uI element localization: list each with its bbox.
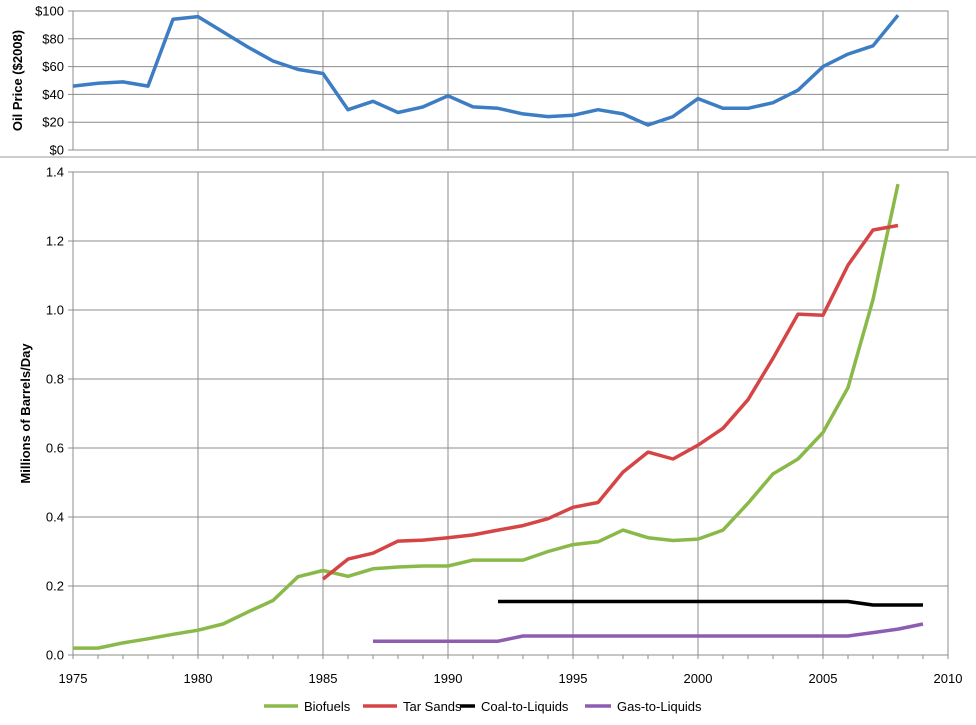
price-ylabel: Oil Price ($2008) [10, 30, 25, 131]
xtick-label: 2005 [809, 671, 838, 686]
series-line-coal-to-liquids [498, 599, 923, 607]
legend-label-gas-to-liquids: Gas-to-Liquids [617, 699, 702, 714]
legend: Biofuels Tar Sands Coal-to-Liquids Gas-to-L… [264, 699, 702, 714]
legend-label-coal-to-liquids: Coal-to-Liquids [481, 699, 569, 714]
xtick-label: 1990 [434, 671, 463, 686]
price-ytick-label: $60 [42, 59, 64, 74]
series-line-gas-to-liquids [373, 622, 924, 643]
xtick-label: 1980 [184, 671, 213, 686]
xtick-label: 1985 [309, 671, 338, 686]
xtick-label: 1995 [559, 671, 588, 686]
production-ytick-label: 0.8 [46, 372, 64, 387]
series-line-biofuels [73, 183, 900, 650]
production-ytick-label: 0.0 [46, 648, 64, 663]
production-ytick-label: 0.6 [46, 441, 64, 456]
production-ytick-label: 1.2 [46, 234, 64, 249]
production-ytick-label: 1.4 [46, 165, 64, 180]
oil-price-panel: $0 $20 $40 $60 $80 $100 Oil Price ($2008) [10, 4, 949, 158]
production-ytick-label: 1.0 [46, 303, 64, 318]
production-ytick-label: 0.4 [46, 510, 64, 525]
price-ytick-label: $80 [42, 31, 64, 46]
legend-label-biofuels: Biofuels [304, 699, 351, 714]
production-ytick-label: 0.2 [46, 579, 64, 594]
series-line-oil-price [72, 14, 900, 127]
price-ytick-label: $100 [35, 4, 64, 19]
xtick-label: 1975 [59, 671, 88, 686]
production-panel: 0.0 0.2 0.4 0.6 0.8 1.0 1.2 1.4 1975 1980 1985 1990… [18, 165, 962, 687]
xtick-label: 2000 [684, 671, 713, 686]
series-line-tar-sands [321, 223, 899, 581]
xtick-label: 2010 [934, 671, 963, 686]
legend-label-tar-sands: Tar Sands [403, 699, 462, 714]
price-ytick-label: $0 [50, 143, 64, 158]
production-ylabel: Millions of Barrels/Day [18, 343, 33, 484]
price-ytick-label: $20 [42, 115, 64, 130]
price-ytick-label: $40 [42, 87, 64, 102]
